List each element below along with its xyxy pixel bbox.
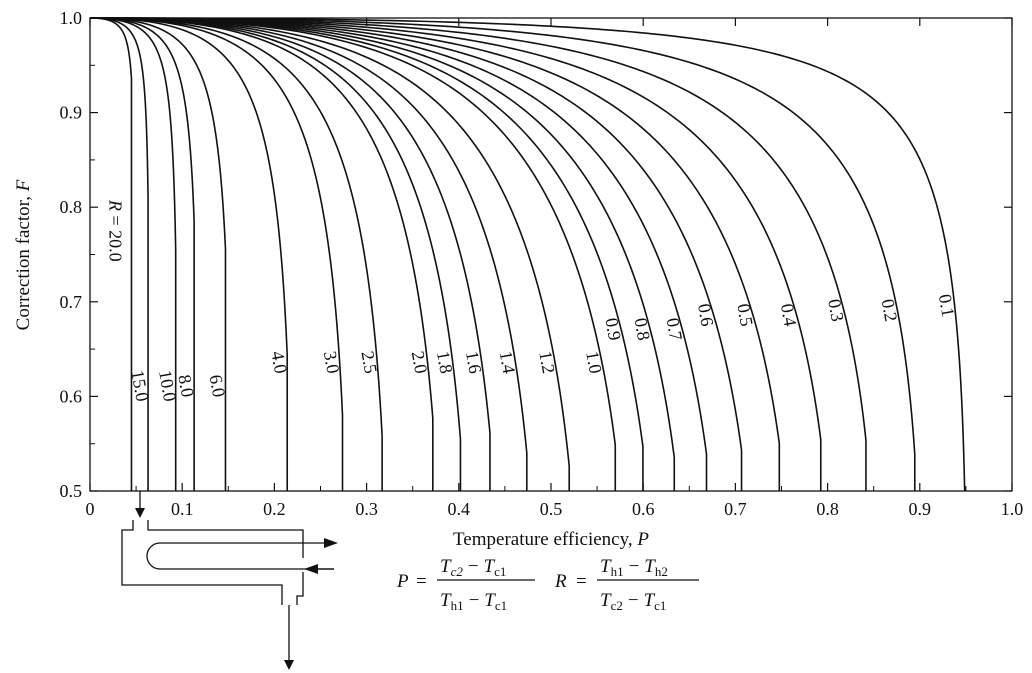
curve-label-r-2.0: 2.0 — [408, 349, 432, 375]
x-tick-label: 0.5 — [540, 499, 563, 519]
curve-r-0.6 — [89, 17, 743, 491]
x-tick-label: 0.7 — [724, 499, 747, 519]
curve-r-0.5 — [89, 17, 781, 491]
curve-label-r-4.0: 4.0 — [267, 349, 291, 375]
curve-label-r-1.4: 1.4 — [496, 349, 520, 375]
svg-text:Th1−Tc1: Th1− Tc1 — [440, 590, 507, 613]
y-tick-label: 0.6 — [60, 386, 83, 406]
svg-text:P: P — [396, 571, 409, 592]
curve-label-r-0.8: 0.8 — [631, 316, 655, 342]
curve-label-r-6.0: 6.0 — [206, 373, 230, 399]
curve-r-3.0 — [89, 17, 344, 491]
curve-r-1.8 — [89, 17, 462, 491]
curve-label-r-1.0: 1.0 — [582, 349, 606, 375]
formula-p: P = Tc2− Tc1 Th1− Tc1 — [396, 556, 535, 613]
curve-label-r-1.8: 1.8 — [433, 349, 457, 375]
tube-inlet-arrowhead — [304, 564, 318, 574]
heat-exchanger-diagram — [121, 491, 334, 605]
curve-r-4.0 — [89, 17, 289, 491]
curve-label-r-0.2: 0.2 — [878, 297, 902, 323]
x-tick-label: 1.0 — [1001, 499, 1024, 519]
svg-text:Th1−Th2: Th1− Th2 — [600, 556, 668, 579]
curve-label-r-3.0: 3.0 — [320, 349, 344, 375]
curve-r-0.7 — [89, 17, 708, 491]
curve-label-r-20.0: R = 20.0 — [106, 199, 126, 262]
axis-tick-labels: 0 0.1 0.2 0.3 0.4 0.5 0.6 0.7 0.8 0.9 1.00.50.60.7… — [60, 8, 1024, 519]
svg-text:=: = — [416, 571, 427, 592]
curve-r-0.1 — [90, 17, 966, 492]
curve-label-r-1.2: 1.2 — [535, 349, 559, 375]
x-tick-label: 0.4 — [448, 499, 471, 519]
curve-label-r-0.5: 0.5 — [733, 302, 757, 328]
y-tick-label: 0.5 — [60, 481, 83, 501]
svg-text:R: R — [554, 571, 567, 592]
curve-r-1.4 — [89, 17, 528, 491]
y-tick-label: 0.7 — [60, 292, 83, 312]
curve-r-1.6 — [89, 17, 491, 491]
x-tick-label: 0.9 — [909, 499, 932, 519]
curve-label-r-2.5: 2.5 — [357, 349, 381, 375]
curve-r-2.5 — [89, 17, 383, 491]
curve-label-r-1.6: 1.6 — [462, 349, 486, 375]
x-tick-label: 0.8 — [816, 499, 839, 519]
curve-label-r-8.0: 8.0 — [174, 373, 198, 399]
svg-text:Tc2−Tc1: Tc2− Tc1 — [440, 556, 506, 579]
curve-r-0.9 — [89, 17, 644, 491]
formula-r: R = Th1− Th2 Tc2− Tc1 — [554, 556, 699, 613]
curve-label-r-0.9: 0.9 — [601, 316, 625, 342]
x-axis-label: Temperature efficiency, P — [453, 529, 649, 550]
curve-r-0.3 — [89, 17, 867, 491]
x-tick-label: 0 — [86, 499, 95, 519]
curve-label-r-0.7: 0.7 — [663, 316, 687, 342]
curve-label-r-0.4: 0.4 — [777, 302, 801, 328]
x-tick-label: 0.2 — [263, 499, 286, 519]
x-tick-label: 0.1 — [171, 499, 194, 519]
curves — [89, 17, 966, 492]
y-tick-label: 0.9 — [60, 103, 83, 123]
curve-r-10.0 — [90, 17, 177, 491]
x-tick-label: 0.3 — [355, 499, 378, 519]
curve-r-8.0 — [90, 17, 195, 491]
x-tick-label: 0.6 — [632, 499, 655, 519]
curve-label-r-0.1: 0.1 — [935, 293, 959, 319]
curve-r-6.0 — [90, 17, 227, 491]
curve-r-0.4 — [89, 17, 822, 491]
y-tick-label: 1.0 — [60, 8, 83, 28]
tube-outlet-arrowhead — [324, 538, 338, 548]
curve-r-0.8 — [89, 17, 676, 491]
curve-label-r-0.6: 0.6 — [694, 302, 718, 328]
curve-label-r-0.3: 0.3 — [824, 297, 848, 323]
curve-r-1.0 — [89, 17, 617, 491]
curve-r-1.2 — [89, 17, 570, 491]
curve-r-2.0 — [89, 17, 434, 491]
curve-labels: R = 20.015.0 10.08.0 6.04.0 3.0 2.5 2.0 1.8 1.6… — [106, 199, 959, 403]
shell-inlet-arrowhead — [135, 508, 145, 518]
y-axis-label: Correction factor, F — [13, 179, 34, 330]
y-tick-label: 0.8 — [60, 197, 83, 217]
shell-outlet-arrowhead — [284, 660, 294, 670]
svg-text:=: = — [576, 571, 587, 592]
svg-text:Tc2−Tc1: Tc2− Tc1 — [600, 590, 666, 613]
curve-r-0.2 — [90, 17, 916, 491]
